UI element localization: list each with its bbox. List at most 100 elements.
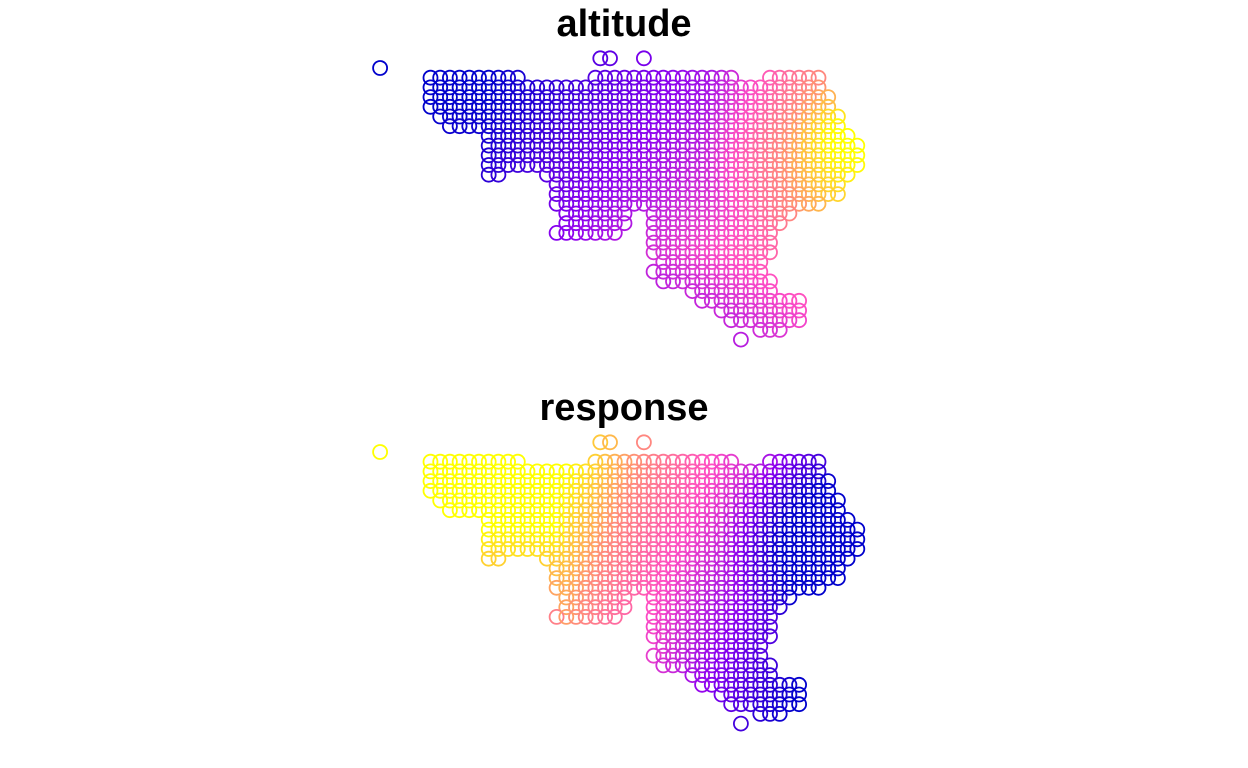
response-point [762,696,778,713]
altitude-point [519,157,536,173]
altitude-point [723,312,740,329]
response-point [480,541,497,557]
response-point [636,531,652,548]
response-point [742,463,759,480]
response-point [597,599,613,616]
response-point [733,618,749,635]
response-point [752,511,769,528]
altitude-point [762,89,778,105]
altitude-point [616,127,633,144]
altitude-point [665,89,681,105]
altitude-point [781,195,798,212]
altitude-point [733,79,749,96]
altitude-point [606,89,623,105]
response-point [791,492,807,509]
response-point [800,560,817,577]
altitude-point [645,118,662,135]
response-point [742,589,759,606]
altitude-point [655,69,672,86]
response-point [713,676,730,693]
altitude-point [713,69,730,86]
altitude-point [587,224,604,241]
altitude-point [742,302,759,319]
altitude-point [684,147,701,164]
altitude-point [636,127,652,144]
altitude-point [791,186,807,203]
response-point [723,638,740,654]
response-point [577,502,594,519]
response-point [713,531,730,548]
altitude-point [674,79,691,96]
response-point [655,638,672,654]
altitude-point [529,157,546,173]
altitude-point [791,127,807,144]
response-point [548,579,565,596]
altitude-point [480,69,497,86]
response-point [742,473,759,489]
response-point [820,541,837,557]
altitude-point [626,157,643,173]
altitude-point [820,118,837,135]
altitude-point [800,195,817,212]
altitude-point [820,166,837,183]
response-point [771,676,788,693]
response-point [810,521,827,538]
response-point [762,521,778,538]
response-point [655,599,672,616]
altitude-point [529,127,546,144]
response-panel: response [0,384,1248,768]
response-point [461,492,478,509]
altitude-point [752,215,769,232]
response-point [490,473,507,489]
response-point [830,570,846,587]
altitude-point [674,273,691,290]
altitude-point [568,98,584,115]
altitude-point [665,157,681,173]
altitude-point [791,166,807,183]
altitude-point [762,79,778,96]
altitude-point [645,263,662,280]
response-point [791,560,807,577]
response-point [490,531,507,548]
response-point [800,463,817,480]
altitude-point [781,79,798,96]
response-point [791,531,807,548]
altitude-point [762,244,778,261]
altitude-point [723,273,740,290]
response-point [800,570,817,587]
response-point [723,686,740,703]
response-point [810,453,827,470]
altitude-point [771,215,788,232]
altitude-point [665,79,681,96]
altitude-point [587,215,604,232]
response-point [519,502,536,519]
altitude-point [577,205,594,222]
response-point [558,492,575,509]
altitude-point [742,118,759,135]
response-point [626,492,643,509]
response-point [839,521,856,538]
response-point [742,628,759,645]
response-point [441,492,458,509]
altitude-point [616,137,633,154]
response-point [655,521,672,538]
altitude-point [577,147,594,164]
altitude-point [509,118,526,135]
response-point [616,502,633,519]
altitude-point [616,118,633,135]
altitude-point [539,157,555,173]
altitude-point [723,283,740,300]
altitude-point [539,108,555,125]
response-point [539,511,555,528]
response-point [461,453,478,470]
altitude-point [694,118,710,135]
altitude-point [577,89,594,105]
altitude-point [684,79,701,96]
response-point [703,492,720,509]
response-point [645,531,662,548]
response-point [500,531,517,548]
altitude-point [568,176,584,193]
response-point [762,541,778,557]
altitude-point [636,176,652,193]
response-point [655,608,672,625]
